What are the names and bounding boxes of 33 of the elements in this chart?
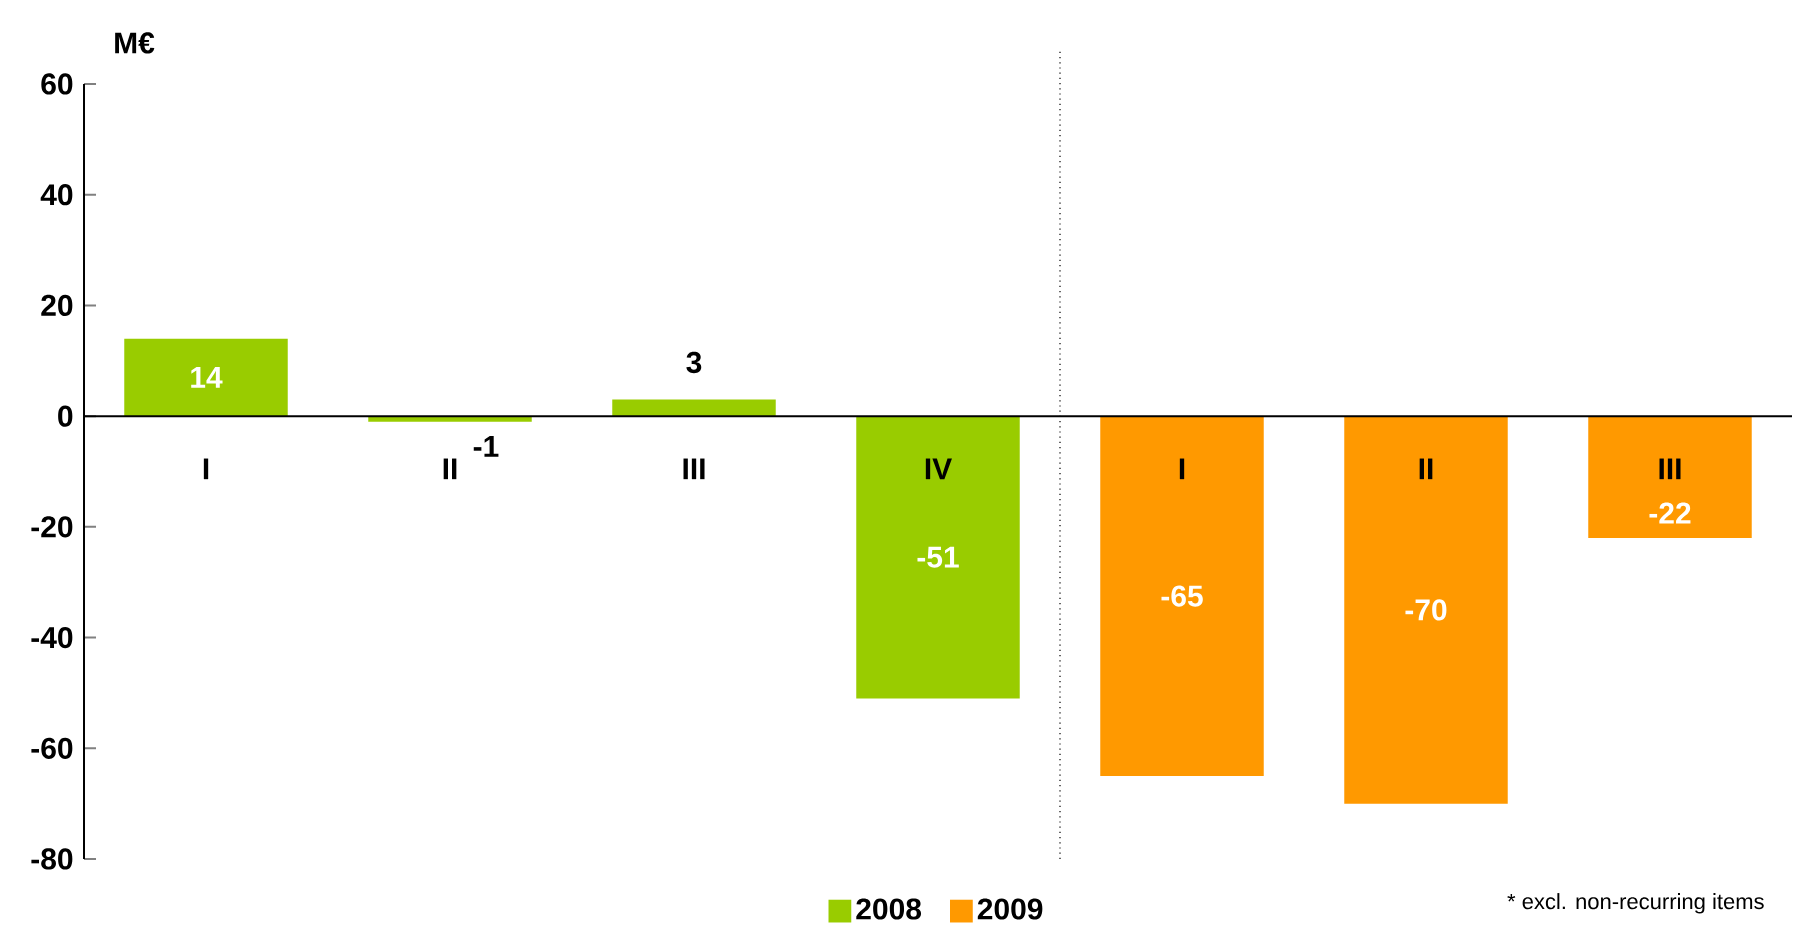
- y-tick-label: 60: [41, 73, 73, 95]
- bar: [612, 399, 776, 417]
- y-tick-label: 0: [58, 405, 73, 427]
- y-tick-label: -80: [31, 848, 73, 870]
- legend-label: 2009: [977, 898, 1043, 920]
- x-tick-label: I: [203, 458, 209, 480]
- bar: [856, 416, 1020, 699]
- y-tick-label: -60: [31, 737, 73, 759]
- bar: [124, 338, 288, 417]
- y-axis-title: M€: [115, 32, 155, 54]
- y-tick-label: -40: [31, 626, 73, 649]
- data-label: -22: [1649, 502, 1691, 524]
- data-label: 3: [686, 351, 702, 374]
- y-tick-label: 40: [40, 184, 73, 206]
- x-tick-label: II: [443, 458, 457, 480]
- data-label: -1: [473, 436, 499, 457]
- y-tick-label: 20: [41, 294, 73, 317]
- x-tick-label: IV: [925, 458, 952, 480]
- bar: [1588, 416, 1752, 538]
- data-label: -51: [917, 546, 959, 568]
- data-label: -65: [1161, 585, 1203, 607]
- x-tick-label: III: [1659, 458, 1681, 480]
- bar: [1100, 416, 1264, 776]
- legend-label: 2008: [856, 898, 922, 920]
- y-tick-label: -20: [31, 516, 73, 538]
- data-label: 14: [191, 367, 223, 388]
- data-label: -70: [1405, 599, 1447, 621]
- text: * excl. non-recurring items: [1507, 893, 1764, 914]
- x-tick-label: II: [1419, 458, 1433, 480]
- bar: [1344, 416, 1508, 804]
- bar: [368, 416, 532, 422]
- x-tick-label: III: [683, 458, 705, 480]
- x-tick-label: I: [1179, 458, 1185, 480]
